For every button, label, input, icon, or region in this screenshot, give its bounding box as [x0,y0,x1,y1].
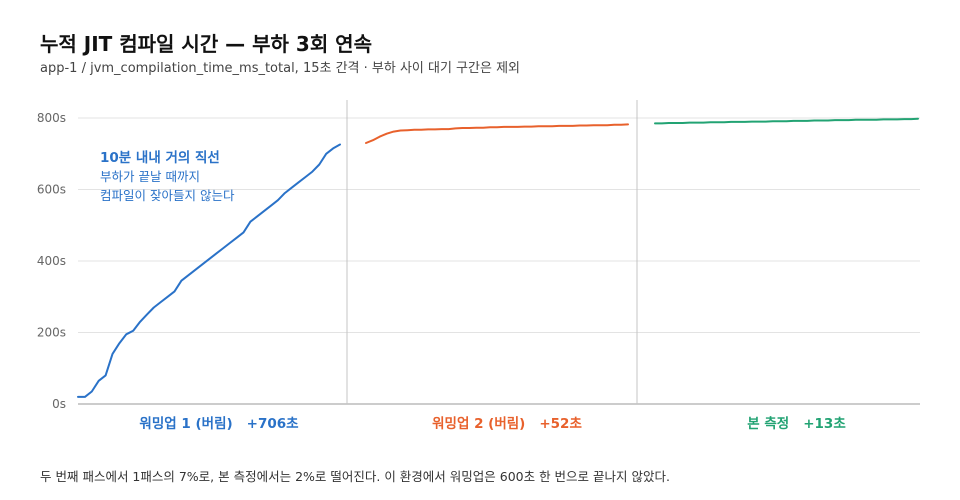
segment-delta: +706초 [247,416,299,432]
segment-label-1: 워밍업 1 (버림) +706초 [139,415,299,432]
y-tick-label: 800s [37,111,66,125]
segment-delta: +13초 [803,416,846,432]
chart-title: 누적 JIT 컴파일 시간 — 부하 3회 연속 [40,32,372,56]
y-tick-label: 600s [37,183,66,197]
segment-name: 워밍업 1 (버림) [139,415,232,432]
series-line-3 [654,117,919,125]
annotation-heading: 10분 내내 거의 직선 [100,149,220,166]
segment-label-3: 본 측정 +13초 [747,415,846,432]
segment-name: 워밍업 2 (버림) [432,415,525,432]
annotation-line: 부하가 끝날 때까지 [100,169,200,184]
chart-footnote: 두 번째 패스에서 1패스의 7%로, 본 측정에서는 2%로 떨어진다. 이 … [40,469,670,484]
y-tick-label: 0s [52,397,66,411]
y-tick-label: 400s [37,254,66,268]
chart-subtitle: app-1 / jvm_compilation_time_ms_total, 1… [40,61,520,76]
series-line-2 [365,123,629,144]
annotation-line: 컴파일이 잦아들지 않는다 [100,188,235,203]
segment-name: 본 측정 [747,415,789,432]
segment-label-2: 워밍업 2 (버림) +52초 [432,415,582,432]
y-tick-label: 200s [37,326,66,340]
series-line-1 [77,143,341,398]
segment-delta: +52초 [539,416,582,432]
